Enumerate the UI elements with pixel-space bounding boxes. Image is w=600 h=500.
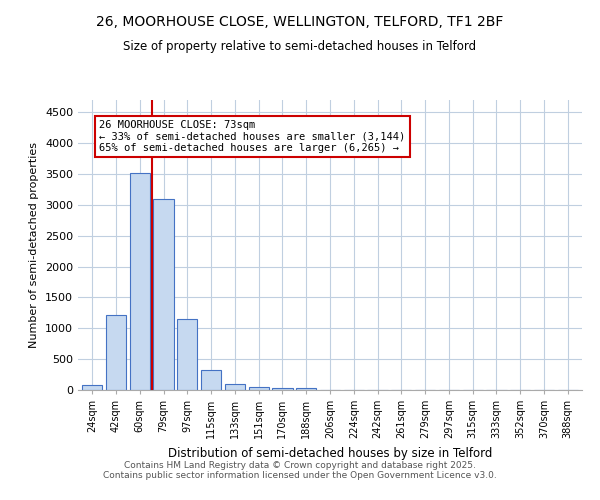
Bar bbox=[177, 319, 197, 390]
Text: Size of property relative to semi-detached houses in Telford: Size of property relative to semi-detach… bbox=[124, 40, 476, 53]
Bar bbox=[106, 314, 126, 390]
Bar bbox=[272, 388, 293, 390]
X-axis label: Distribution of semi-detached houses by size in Telford: Distribution of semi-detached houses by … bbox=[168, 446, 492, 460]
Y-axis label: Number of semi-detached properties: Number of semi-detached properties bbox=[29, 142, 40, 348]
Bar bbox=[154, 198, 173, 390]
Bar bbox=[296, 388, 316, 390]
Text: Contains HM Land Registry data © Crown copyright and database right 2025.
Contai: Contains HM Land Registry data © Crown c… bbox=[103, 460, 497, 480]
Bar bbox=[201, 370, 221, 390]
Bar bbox=[225, 384, 245, 390]
Bar bbox=[130, 173, 150, 390]
Bar bbox=[248, 386, 269, 390]
Text: 26 MOORHOUSE CLOSE: 73sqm
← 33% of semi-detached houses are smaller (3,144)
65% : 26 MOORHOUSE CLOSE: 73sqm ← 33% of semi-… bbox=[100, 120, 406, 153]
Text: 26, MOORHOUSE CLOSE, WELLINGTON, TELFORD, TF1 2BF: 26, MOORHOUSE CLOSE, WELLINGTON, TELFORD… bbox=[97, 15, 503, 29]
Bar bbox=[82, 386, 103, 390]
